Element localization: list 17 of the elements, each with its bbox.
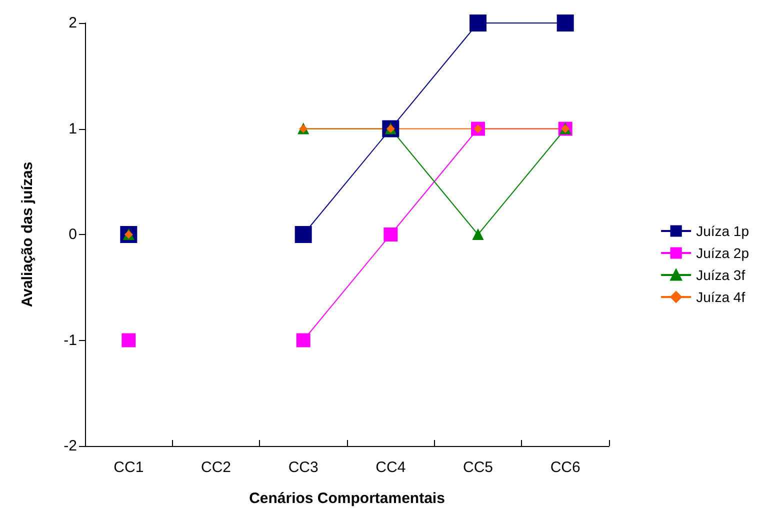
- y-tick-label: 1: [68, 120, 77, 138]
- y-tick-label: 0: [68, 226, 77, 243]
- legend-label: Juíza 4f: [696, 289, 746, 305]
- y-tick-label: -1: [64, 332, 77, 349]
- x-tick-label: CC2: [200, 459, 232, 476]
- y-tick-label: 2: [68, 14, 77, 32]
- legend-label: Juíza 3f: [696, 267, 746, 283]
- x-tick-label: CC4: [376, 459, 406, 476]
- x-tick-label: CC5: [462, 459, 494, 476]
- x-tick-label: CC1: [114, 459, 144, 476]
- x-tick-label: CC6: [550, 459, 580, 476]
- legend-label: Juíza 1p: [696, 223, 750, 239]
- x-tick-label: CC3: [288, 459, 318, 476]
- x-axis-title: Cenários Comportamentais: [249, 490, 445, 507]
- legend-label: Juíza 2p: [696, 245, 750, 261]
- y-axis-title: Avaliação das juízas: [19, 162, 36, 308]
- y-tick-label: -2: [64, 438, 77, 454]
